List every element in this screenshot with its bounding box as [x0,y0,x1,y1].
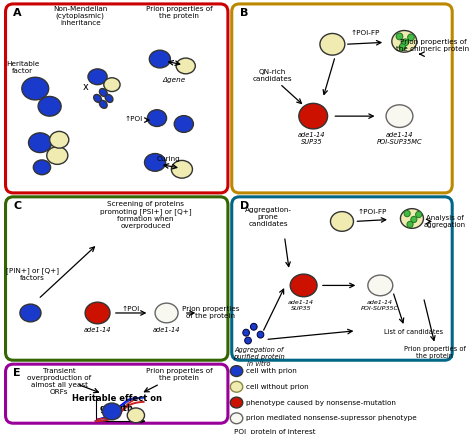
Text: Screening of proteins
promoting [PSI+] or [Q+]
formation when
overproduced: Screening of proteins promoting [PSI+] o… [100,201,191,229]
Text: ade1-14
SUP35: ade1-14 SUP35 [288,300,314,311]
Ellipse shape [368,275,393,296]
Text: B: B [240,8,249,18]
Text: cell with prion: cell with prion [246,368,297,374]
Text: Aggregation-
prone
candidates: Aggregation- prone candidates [245,207,292,227]
Text: Curing: Curing [156,157,181,162]
Text: ade1-14: ade1-14 [84,327,111,333]
Text: List of candidates: List of candidates [384,329,443,335]
Ellipse shape [320,33,345,55]
Text: ade1-14
SUP35: ade1-14 SUP35 [298,132,325,145]
Text: E: E [13,368,21,378]
Text: Transient
overproduction of
almost all yeast
ORFs: Transient overproduction of almost all y… [27,368,91,395]
Ellipse shape [230,381,243,392]
Ellipse shape [100,100,107,108]
FancyBboxPatch shape [6,364,228,423]
FancyBboxPatch shape [232,4,452,193]
Ellipse shape [155,303,178,323]
Ellipse shape [172,161,192,178]
Circle shape [399,44,406,51]
Circle shape [407,221,413,227]
Circle shape [408,34,414,41]
FancyBboxPatch shape [6,197,228,360]
Ellipse shape [392,30,417,52]
Text: Prion properties of
the chimeric protein: Prion properties of the chimeric protein [396,39,470,53]
Text: ade1-14: ade1-14 [153,327,180,333]
Circle shape [257,331,264,338]
Ellipse shape [230,413,243,424]
Ellipse shape [299,103,328,129]
Text: POI  protein of interest: POI protein of interest [234,429,315,434]
Text: D: D [240,201,250,211]
Ellipse shape [85,302,110,324]
Ellipse shape [105,95,113,102]
Circle shape [250,323,257,330]
Ellipse shape [147,110,166,126]
Text: ↑POI: ↑POI [122,306,140,312]
Text: C: C [13,201,21,211]
Text: Prion properties of
the protein: Prion properties of the protein [146,368,212,381]
Text: Heritable
factor: Heritable factor [6,61,39,74]
Ellipse shape [149,50,170,68]
Circle shape [245,337,251,344]
Text: QN-rich
candidates: QN-rich candidates [252,69,292,82]
Ellipse shape [22,77,49,100]
Text: [PIN+] or [Q+]
factors: [PIN+] or [Q+] factors [6,268,59,282]
Text: ↑POI: ↑POI [124,116,143,122]
Circle shape [411,216,417,223]
Ellipse shape [330,212,354,231]
Ellipse shape [145,154,165,171]
Text: Δgene: Δgene [163,77,186,83]
FancyBboxPatch shape [232,197,452,360]
Ellipse shape [102,403,121,420]
Circle shape [416,211,422,218]
Ellipse shape [230,397,243,408]
Text: phenotype caused by nonsense-mutation: phenotype caused by nonsense-mutation [246,400,396,405]
Text: cell without prion: cell without prion [246,384,309,390]
Ellipse shape [28,133,52,153]
Text: ↑POI-FP: ↑POI-FP [350,30,380,36]
Text: ade1-14
POI-SUP35C: ade1-14 POI-SUP35C [360,300,398,311]
Text: Prion properties of
the protein: Prion properties of the protein [404,346,466,359]
Ellipse shape [47,147,68,164]
Text: ade1-14
POI-SUP35MC: ade1-14 POI-SUP35MC [377,132,422,145]
Text: Heritable effect on
growth: Heritable effect on growth [72,394,162,413]
Ellipse shape [88,69,107,85]
Ellipse shape [127,408,145,423]
Text: Aggregation of
purified protein
in vitro: Aggregation of purified protein in vitro [233,346,284,367]
Ellipse shape [386,105,413,128]
Text: Prion properties of
the protein: Prion properties of the protein [146,6,212,19]
Text: Prion properties
of the protein: Prion properties of the protein [182,306,239,319]
Text: A: A [13,8,22,18]
Ellipse shape [38,96,61,116]
Ellipse shape [94,95,101,102]
Ellipse shape [230,365,243,376]
Text: ↑POI-FP: ↑POI-FP [358,209,387,215]
Ellipse shape [104,78,120,92]
Circle shape [396,33,403,40]
Ellipse shape [20,304,41,322]
Ellipse shape [401,209,423,228]
Ellipse shape [174,115,193,132]
Text: x: x [83,82,89,92]
Ellipse shape [290,274,317,297]
Ellipse shape [50,132,69,148]
Text: Non-Mendelian
(cytoplasmic)
inheritance: Non-Mendelian (cytoplasmic) inheritance [53,6,108,26]
Text: Analysis of
aggregation: Analysis of aggregation [423,214,465,227]
Text: prion mediated nonsense-supressor phenotype: prion mediated nonsense-supressor phenot… [246,415,417,421]
Circle shape [243,329,249,336]
Ellipse shape [176,58,195,74]
Circle shape [402,39,409,46]
Ellipse shape [100,89,107,96]
FancyBboxPatch shape [6,4,228,193]
Circle shape [404,210,410,217]
Ellipse shape [33,160,51,175]
